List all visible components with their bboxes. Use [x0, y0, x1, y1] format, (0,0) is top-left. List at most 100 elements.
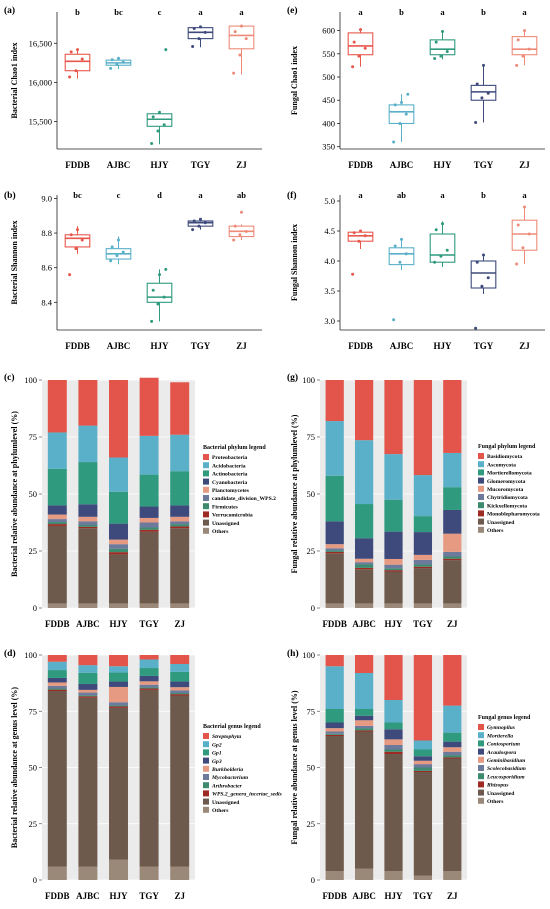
stacked-bar-ZJ [170, 655, 190, 880]
bar-segment [413, 770, 433, 772]
stacked-bar-HJY [109, 380, 128, 608]
stacked-bar-HJY [384, 380, 403, 608]
bar-segment [384, 739, 403, 745]
bar-segment [384, 568, 403, 571]
panel-b-xtick: TGY [191, 341, 211, 351]
data-point [393, 244, 397, 248]
bar-segment [139, 655, 159, 660]
bar-segment [170, 526, 190, 529]
bar-segment [139, 531, 159, 604]
stacked-bar-ZJ [443, 655, 462, 880]
box-body [64, 53, 91, 72]
panel-e-xtick: FDDB [348, 160, 373, 170]
legend-swatch [478, 765, 484, 771]
bar-segment [78, 528, 98, 604]
bar-segment [139, 668, 159, 676]
bar-segment [170, 694, 190, 696]
data-point [480, 96, 484, 100]
legend-swatch [478, 510, 484, 517]
box-body [388, 247, 415, 266]
bar-segment [139, 529, 159, 532]
bar-segment [384, 751, 403, 754]
legend-swatch [203, 741, 209, 748]
data-point [158, 110, 161, 114]
bar-segment [325, 550, 344, 552]
box-body [470, 260, 497, 289]
panel-e-letter: (e) [287, 5, 298, 16]
legend-label: Others [212, 808, 229, 814]
legend-swatch [203, 478, 209, 485]
panel-e-ytick-label: 350 [322, 142, 335, 152]
bar-segment [139, 684, 159, 688]
data-point [109, 259, 113, 263]
legend-label: Mucoromycota [487, 487, 523, 493]
significance-letter: a [522, 7, 527, 17]
bar-segment [170, 524, 190, 527]
bar-segment [384, 700, 403, 723]
panel-g-ytick-label: 75 [307, 432, 316, 442]
bar-segment [78, 689, 98, 693]
bar-segment [47, 670, 67, 678]
bar-segment [354, 504, 374, 539]
data-point [527, 232, 531, 236]
bar-segment [47, 685, 67, 689]
bar-segment [139, 377, 159, 436]
bar-segment [139, 603, 159, 608]
data-point [233, 224, 237, 228]
bar-segment [384, 564, 403, 569]
box-body [470, 84, 497, 101]
bar-segment [78, 697, 98, 867]
legend-label: Glomeromycota [487, 479, 526, 485]
bar-segment [413, 475, 433, 517]
panel-f-ytick-label: 4.0 [324, 256, 335, 266]
panel-e-ytick-label: 500 [322, 72, 335, 82]
bar-segment [139, 659, 159, 669]
panel-h-xtick: FDDB [322, 891, 347, 901]
significance-letter: a [198, 190, 203, 200]
bar-segment [443, 747, 462, 752]
bar-segment [325, 655, 344, 667]
bar-segment [109, 666, 128, 673]
legend-label: Verrucomicrobia [212, 513, 253, 519]
panel-e-ytick-label: 600 [322, 26, 335, 36]
data-point [357, 54, 361, 58]
bar-segment [109, 552, 128, 555]
panel-f: Fungal Shannon index FDDB AJBC HJY TGY ZJ 3.0 3… [290, 190, 545, 351]
bar-segment [413, 566, 433, 569]
bar-segment [139, 506, 159, 518]
legend-swatch [203, 503, 209, 510]
data-point [80, 238, 84, 242]
bar-segment [325, 544, 344, 549]
bar-segment [325, 666, 344, 709]
data-point [515, 63, 519, 67]
stacked-bar-FDDB [47, 380, 67, 608]
data-point [115, 254, 119, 258]
box-body [429, 233, 456, 263]
data-point [164, 267, 168, 271]
bar-segment [78, 655, 98, 666]
box-body [228, 25, 255, 50]
data-point [523, 29, 526, 33]
legend-label: Planctomycetes [212, 488, 250, 494]
panel-d-ylabel: Bacterial relative abundance at genus le… [10, 687, 19, 849]
data-point [110, 58, 114, 62]
bar-segment [109, 491, 128, 524]
legend-title: Fungal genus legend [478, 715, 531, 721]
panel-a: Bacterial Chao1 index FDDB AJBC HJY TGY ZJ 15,… [10, 7, 262, 170]
panel-d-xtick: TGY [139, 891, 159, 901]
significance-letter: c [158, 7, 162, 17]
bar-segment [443, 380, 462, 453]
bar-segment [170, 471, 190, 506]
bar-segment [384, 749, 403, 752]
box-FDDB: a [347, 190, 374, 276]
data-point [482, 253, 485, 257]
legend-swatch [478, 797, 484, 804]
legend-swatch [478, 789, 484, 796]
data-point [398, 260, 402, 264]
data-point [433, 56, 437, 60]
legend-swatch [203, 511, 209, 518]
panel-c-xtick: ZJ [174, 619, 185, 629]
bar-segment [139, 681, 159, 685]
box-AJBC: b [388, 7, 415, 144]
panel-g-ytick-label: 100 [302, 375, 315, 385]
